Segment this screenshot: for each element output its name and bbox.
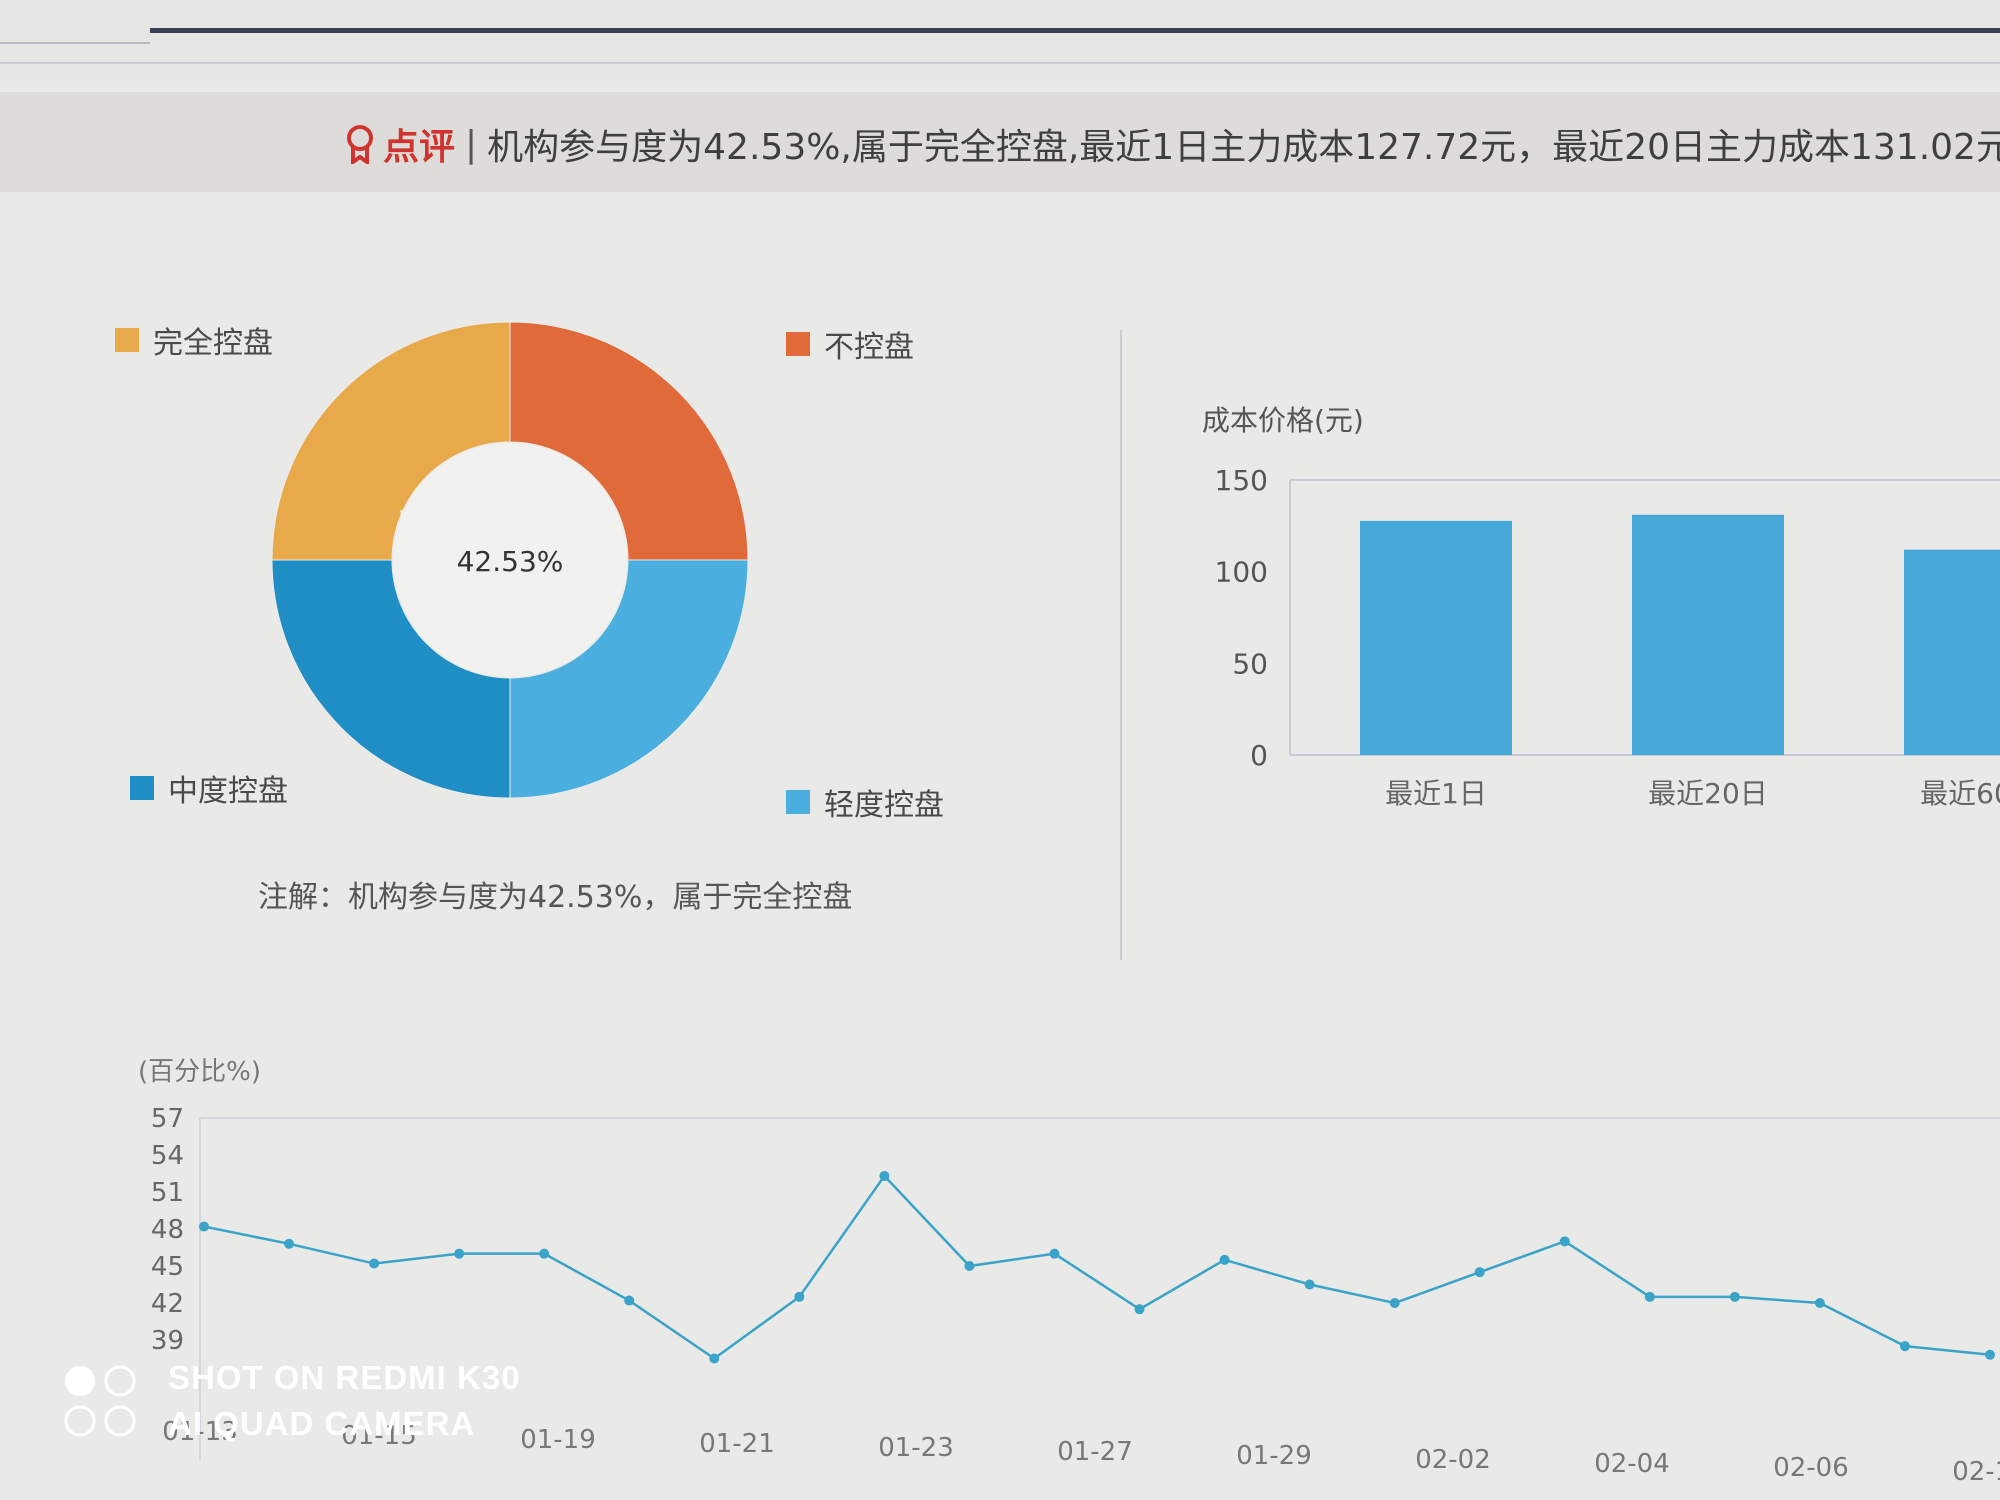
bar-y-tick-100: 100 bbox=[1215, 556, 1268, 589]
line-point-22 bbox=[1985, 1349, 1995, 1360]
donut-center-label: 42.53% bbox=[456, 545, 564, 578]
bar-y-tick-50: 50 bbox=[1232, 647, 1268, 680]
line-y-tick-45: 45 bbox=[151, 1252, 184, 1282]
panel-divider bbox=[1120, 330, 1122, 960]
donut-slice-1 bbox=[509, 321, 749, 561]
legend-label-full-control: 完全控盘 bbox=[153, 326, 273, 361]
line-point-5 bbox=[539, 1248, 550, 1259]
cost-bar-chart: 成本价格(元) 0 50 100 150 最近1日 最近20日 最近60日 bbox=[1202, 404, 2000, 810]
camera-watermark: SHOT ON REDMI K30 AI QUAD CAMERA bbox=[62, 1355, 521, 1447]
top-rule-dark bbox=[150, 28, 2000, 33]
line-x-tick-5: 01-23 bbox=[878, 1433, 954, 1463]
line-point-11 bbox=[1049, 1248, 1060, 1259]
line-point-21 bbox=[1899, 1341, 1910, 1352]
line-x-tick-11: 02-10 bbox=[1952, 1457, 2000, 1487]
line-x-tick-10: 02-06 bbox=[1773, 1453, 1849, 1483]
legend-item-medium-control: 中度控盘 bbox=[130, 766, 288, 810]
legend-swatch-medium-control bbox=[130, 776, 154, 800]
line-point-3 bbox=[369, 1258, 380, 1269]
legend-swatch-no-control bbox=[786, 332, 810, 356]
line-y-tick-42: 42 bbox=[151, 1289, 184, 1319]
donut-slice-2 bbox=[509, 559, 749, 799]
line-y-tick-57: 57 bbox=[151, 1104, 184, 1134]
legend-label-light-control: 轻度控盘 bbox=[824, 788, 944, 823]
line-y-tick-54: 54 bbox=[151, 1141, 184, 1171]
line-point-19 bbox=[1729, 1291, 1740, 1302]
line-x-tick-9: 02-04 bbox=[1594, 1449, 1670, 1479]
line-y-tick-39: 39 bbox=[151, 1326, 184, 1356]
bar-x-label-2: 最近20日 bbox=[1648, 777, 1768, 810]
bar-x-label-1: 最近1日 bbox=[1385, 777, 1487, 810]
legend-item-full-control: 完全控盘 bbox=[115, 318, 273, 362]
line-point-4 bbox=[454, 1248, 465, 1259]
top-rule-light bbox=[0, 62, 2000, 64]
line-point-7 bbox=[709, 1353, 720, 1364]
top-rule-left bbox=[0, 42, 150, 44]
line-series bbox=[203, 1173, 1991, 1361]
bar-3 bbox=[1904, 549, 2000, 755]
top-rule-bar bbox=[0, 0, 2000, 80]
line-point-13 bbox=[1219, 1254, 1230, 1265]
legend-label-no-control: 不控盘 bbox=[824, 330, 914, 365]
legend-swatch-light-control bbox=[786, 790, 810, 814]
award-icon bbox=[347, 125, 373, 164]
line-point-10 bbox=[964, 1261, 975, 1271]
donut-slice-3 bbox=[271, 559, 511, 799]
donut-slice-4 bbox=[271, 321, 511, 561]
camera-logo-icon bbox=[64, 1365, 136, 1437]
line-point-2 bbox=[284, 1238, 295, 1249]
line-x-tick-2: 01-15 bbox=[341, 1421, 417, 1451]
line-point-18 bbox=[1644, 1291, 1655, 1302]
comment-bar: 点评 | 机构参与度为42.53%,属于完全控盘,最近1日主力成本127.72元… bbox=[0, 92, 2000, 192]
line-point-6 bbox=[624, 1295, 635, 1306]
comment-separator: | bbox=[465, 123, 478, 165]
donut-chart bbox=[271, 321, 749, 799]
legend-item-light-control: 轻度控盘 bbox=[786, 780, 944, 824]
bar-1 bbox=[1360, 520, 1512, 755]
bar-x-label-3: 最近60日 bbox=[1920, 777, 2000, 810]
line-point-14 bbox=[1304, 1279, 1315, 1290]
line-point-8 bbox=[794, 1291, 805, 1302]
bar-2 bbox=[1632, 514, 1784, 755]
donut-hole bbox=[393, 443, 627, 677]
bar-y-tick-0: 0 bbox=[1250, 739, 1268, 772]
legend-swatch-full-control bbox=[115, 328, 139, 352]
donut-pointer bbox=[400, 510, 438, 555]
comment-text: 机构参与度为42.53%,属于完全控盘,最近1日主力成本127.72元，最近20… bbox=[487, 127, 2000, 168]
line-point-9 bbox=[879, 1170, 890, 1181]
comment-label: 点评 bbox=[383, 127, 456, 168]
line-point-12 bbox=[1134, 1304, 1145, 1315]
line-x-tick-6: 01-27 bbox=[1057, 1437, 1133, 1467]
bar-y-tick-150: 150 bbox=[1215, 464, 1268, 497]
line-point-16 bbox=[1474, 1267, 1485, 1278]
watermark-line-2: AI QUAD CAMERA bbox=[168, 1405, 476, 1442]
donut-note: 注解：机构参与度为42.53%，属于完全控盘 bbox=[258, 880, 853, 915]
bar-y-axis-label: 成本价格(元) bbox=[1202, 404, 1364, 437]
line-point-15 bbox=[1389, 1298, 1400, 1308]
legend-item-no-control: 不控盘 bbox=[786, 322, 914, 366]
comment-line: 点评 | 机构参与度为42.53%,属于完全控盘,最近1日主力成本127.72元… bbox=[345, 118, 2000, 170]
participation-line-chart: (百分比%) 39 42 45 48 51 54 57 01-13 01-15 01-19 01-21… bbox=[138, 1057, 2000, 1487]
line-y-axis-label: (百分比%) bbox=[138, 1057, 261, 1087]
legend-label-medium-control: 中度控盘 bbox=[168, 774, 288, 809]
line-x-tick-7: 01-29 bbox=[1236, 1441, 1312, 1471]
line-x-tick-1: 01-13 bbox=[162, 1417, 238, 1447]
line-point-1 bbox=[199, 1221, 209, 1232]
line-x-tick-8: 02-02 bbox=[1415, 1445, 1491, 1475]
line-y-tick-48: 48 bbox=[151, 1215, 184, 1245]
line-y-tick-51: 51 bbox=[151, 1178, 184, 1208]
watermark-line-1: SHOT ON REDMI K30 bbox=[168, 1359, 521, 1396]
line-x-tick-3: 01-19 bbox=[520, 1425, 596, 1455]
line-point-17 bbox=[1559, 1236, 1570, 1247]
line-x-tick-4: 01-21 bbox=[699, 1429, 775, 1459]
line-point-20 bbox=[1814, 1298, 1825, 1308]
